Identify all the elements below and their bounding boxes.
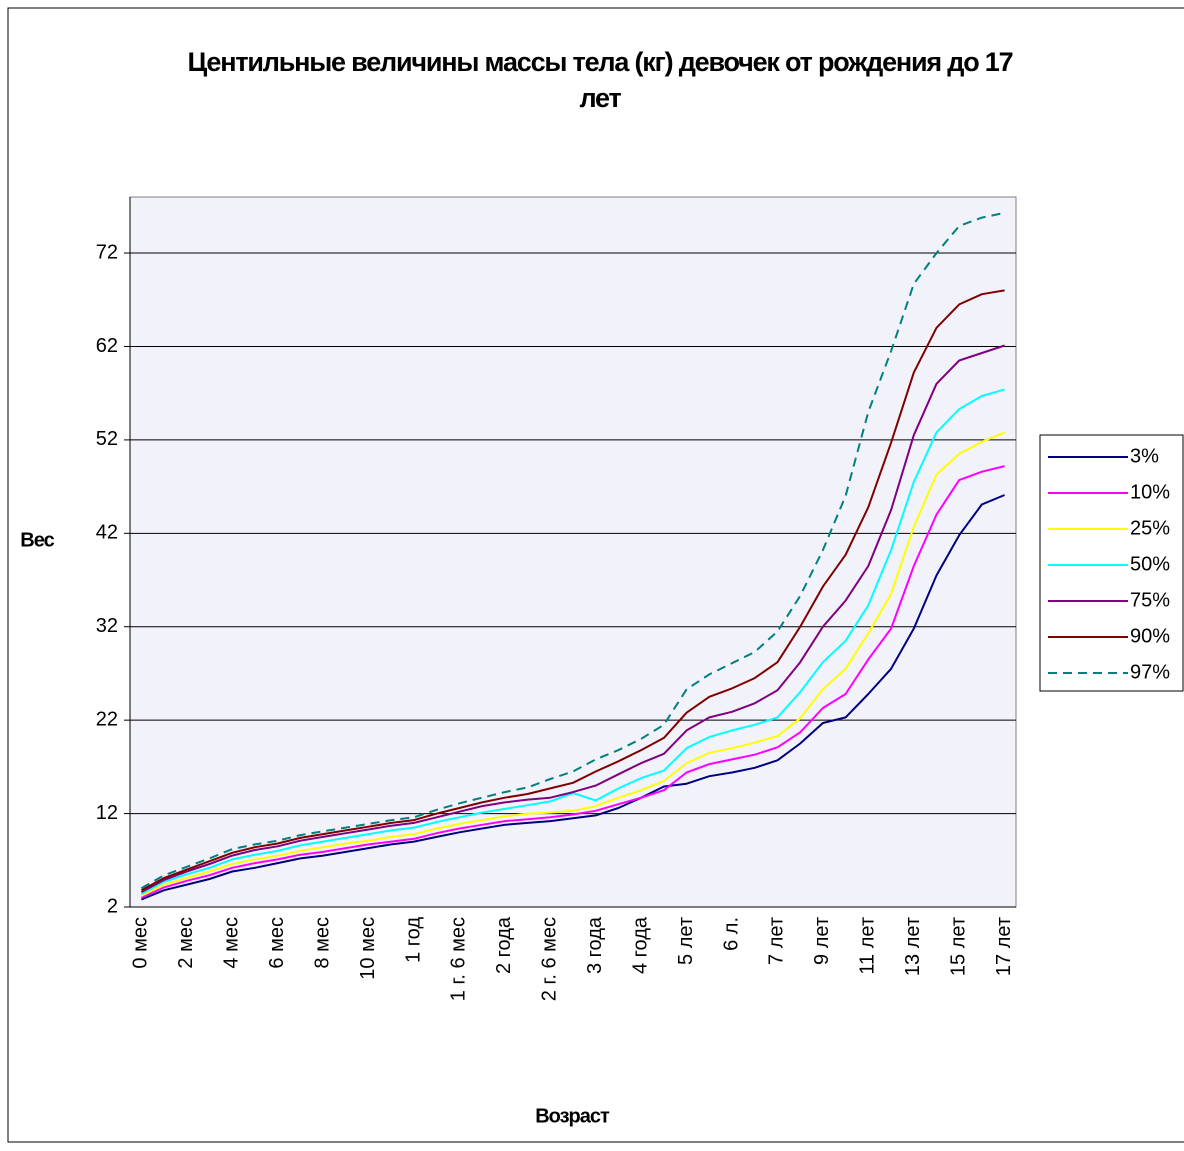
y-tick-label: 22 <box>96 708 118 730</box>
y-axis-label: Вес <box>20 529 54 551</box>
y-tick-label: 42 <box>96 522 118 544</box>
x-tick-label: 2 г. 6 мес <box>539 917 561 1001</box>
y-tick-label: 12 <box>96 802 118 824</box>
plot-area <box>129 196 1017 908</box>
x-tick-label: 6 мес <box>266 917 288 969</box>
x-tick-label: 4 года <box>629 916 651 974</box>
legend-label: 25% <box>1130 517 1170 539</box>
x-tick-label: 10 мес <box>357 917 379 980</box>
y-tick-label: 32 <box>96 615 118 637</box>
series-line <box>140 289 1005 892</box>
x-tick-label: 11 лет <box>857 917 879 975</box>
legend-box <box>1039 434 1184 692</box>
x-tick-label: 3 года <box>584 916 606 974</box>
series-line <box>141 494 1005 901</box>
legend-label: 50% <box>1130 553 1170 575</box>
series-line <box>140 344 1005 893</box>
x-tick-label: 2 года <box>493 916 515 974</box>
x-tick-label: 9 лет <box>811 917 833 965</box>
chart-frame <box>7 7 1184 1143</box>
x-tick-label: 2 мес <box>175 917 197 969</box>
series-line <box>140 431 1005 897</box>
y-tick-label: 72 <box>96 241 118 263</box>
x-tick-label: 15 лет <box>947 917 969 976</box>
legend-label: 10% <box>1130 481 1170 503</box>
x-tick-label: 7 лет <box>766 917 788 965</box>
y-tick-label: 62 <box>96 335 118 357</box>
x-tick-label: 1 г. 6 мес <box>448 917 470 1001</box>
legend-label: 3% <box>1130 445 1159 467</box>
legend-label: 90% <box>1130 625 1170 647</box>
x-tick-label: 5 лет <box>675 917 697 965</box>
x-tick-label: 8 мес <box>311 917 333 969</box>
legend-label: 97% <box>1130 661 1170 683</box>
x-tick-label: 6 л. <box>720 917 742 951</box>
x-tick-label: 13 лет <box>902 917 924 976</box>
series-line <box>140 465 1005 899</box>
chart-title: Центильные величины массы тела (кг) дево… <box>187 47 1014 113</box>
x-tick-label: 4 мес <box>221 917 243 969</box>
x-tick-label: 17 лет <box>993 917 1015 976</box>
series-line <box>140 211 1005 890</box>
x-tick-label: 1 год <box>402 917 424 963</box>
y-tick-label: 2 <box>107 895 118 917</box>
x-tick-label: 0 мес <box>130 917 152 969</box>
x-axis-label: Возраст <box>535 1105 610 1127</box>
legend-label: 75% <box>1130 589 1170 611</box>
y-tick-label: 52 <box>96 428 118 450</box>
